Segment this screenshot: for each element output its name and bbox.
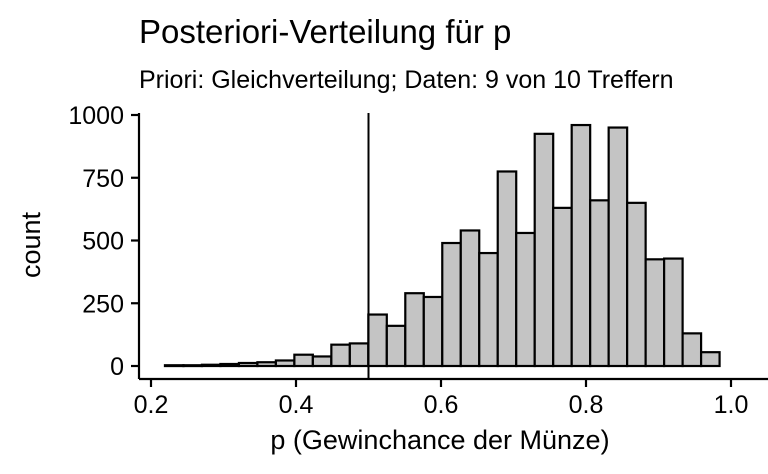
histogram-bar	[219, 362, 241, 368]
histogram-bar	[274, 359, 296, 368]
histogram-bar	[293, 353, 314, 368]
histogram-bar	[699, 351, 721, 368]
histogram-bar	[515, 231, 536, 368]
y-tick-label: 0	[110, 353, 124, 381]
histogram-bar	[626, 201, 647, 368]
x-tick-label: 0.8	[569, 391, 604, 419]
histogram-bar	[459, 229, 481, 368]
histogram-bar	[182, 364, 204, 368]
histogram-bar	[663, 257, 684, 368]
y-tick-label: 500	[82, 228, 124, 256]
histogram-bar	[681, 332, 703, 368]
histogram-bar	[311, 355, 333, 368]
y-tick-label: 1000	[68, 102, 124, 130]
histogram-bar	[496, 170, 518, 368]
x-tick-label: 0.4	[279, 391, 314, 419]
histogram-bar	[163, 364, 185, 368]
histogram-bar	[348, 342, 370, 368]
histogram-bar	[256, 361, 277, 368]
histogram-bar	[330, 343, 351, 368]
histogram-bar	[644, 258, 666, 368]
histogram-bar	[441, 241, 462, 368]
histogram-bar	[478, 251, 499, 368]
chart-title: Posteriori-Verteilung für p	[139, 13, 511, 50]
y-axis-label: count	[16, 211, 46, 278]
histogram-bar	[385, 324, 407, 368]
histogram-bar	[237, 361, 259, 368]
histogram-bar	[570, 123, 592, 368]
x-tick-label: 0.2	[134, 391, 169, 419]
x-tick-label: 0.6	[424, 391, 459, 419]
histogram-bar	[607, 126, 629, 368]
x-tick-label: 1.0	[714, 391, 749, 419]
histogram-bar	[367, 313, 388, 368]
x-axis-label: p (Gewinchance der Münze)	[270, 425, 609, 455]
chart-subtitle: Priori: Gleichverteilung; Daten: 9 von 1…	[139, 66, 674, 94]
y-tick-label: 250	[82, 290, 124, 318]
histogram-bar	[589, 199, 610, 368]
y-tick-label: 750	[82, 165, 124, 193]
y-axis-ticks: 0 250 500 750 1000	[68, 102, 139, 381]
histogram-bar	[200, 363, 222, 368]
histogram-bar	[404, 292, 425, 368]
histogram-bar	[552, 206, 573, 368]
histogram-bar	[533, 132, 555, 368]
bars-group	[163, 123, 721, 368]
x-axis-ticks: 0.2 0.4 0.6 0.8 1.0	[134, 379, 749, 419]
histogram-bar	[422, 295, 444, 368]
